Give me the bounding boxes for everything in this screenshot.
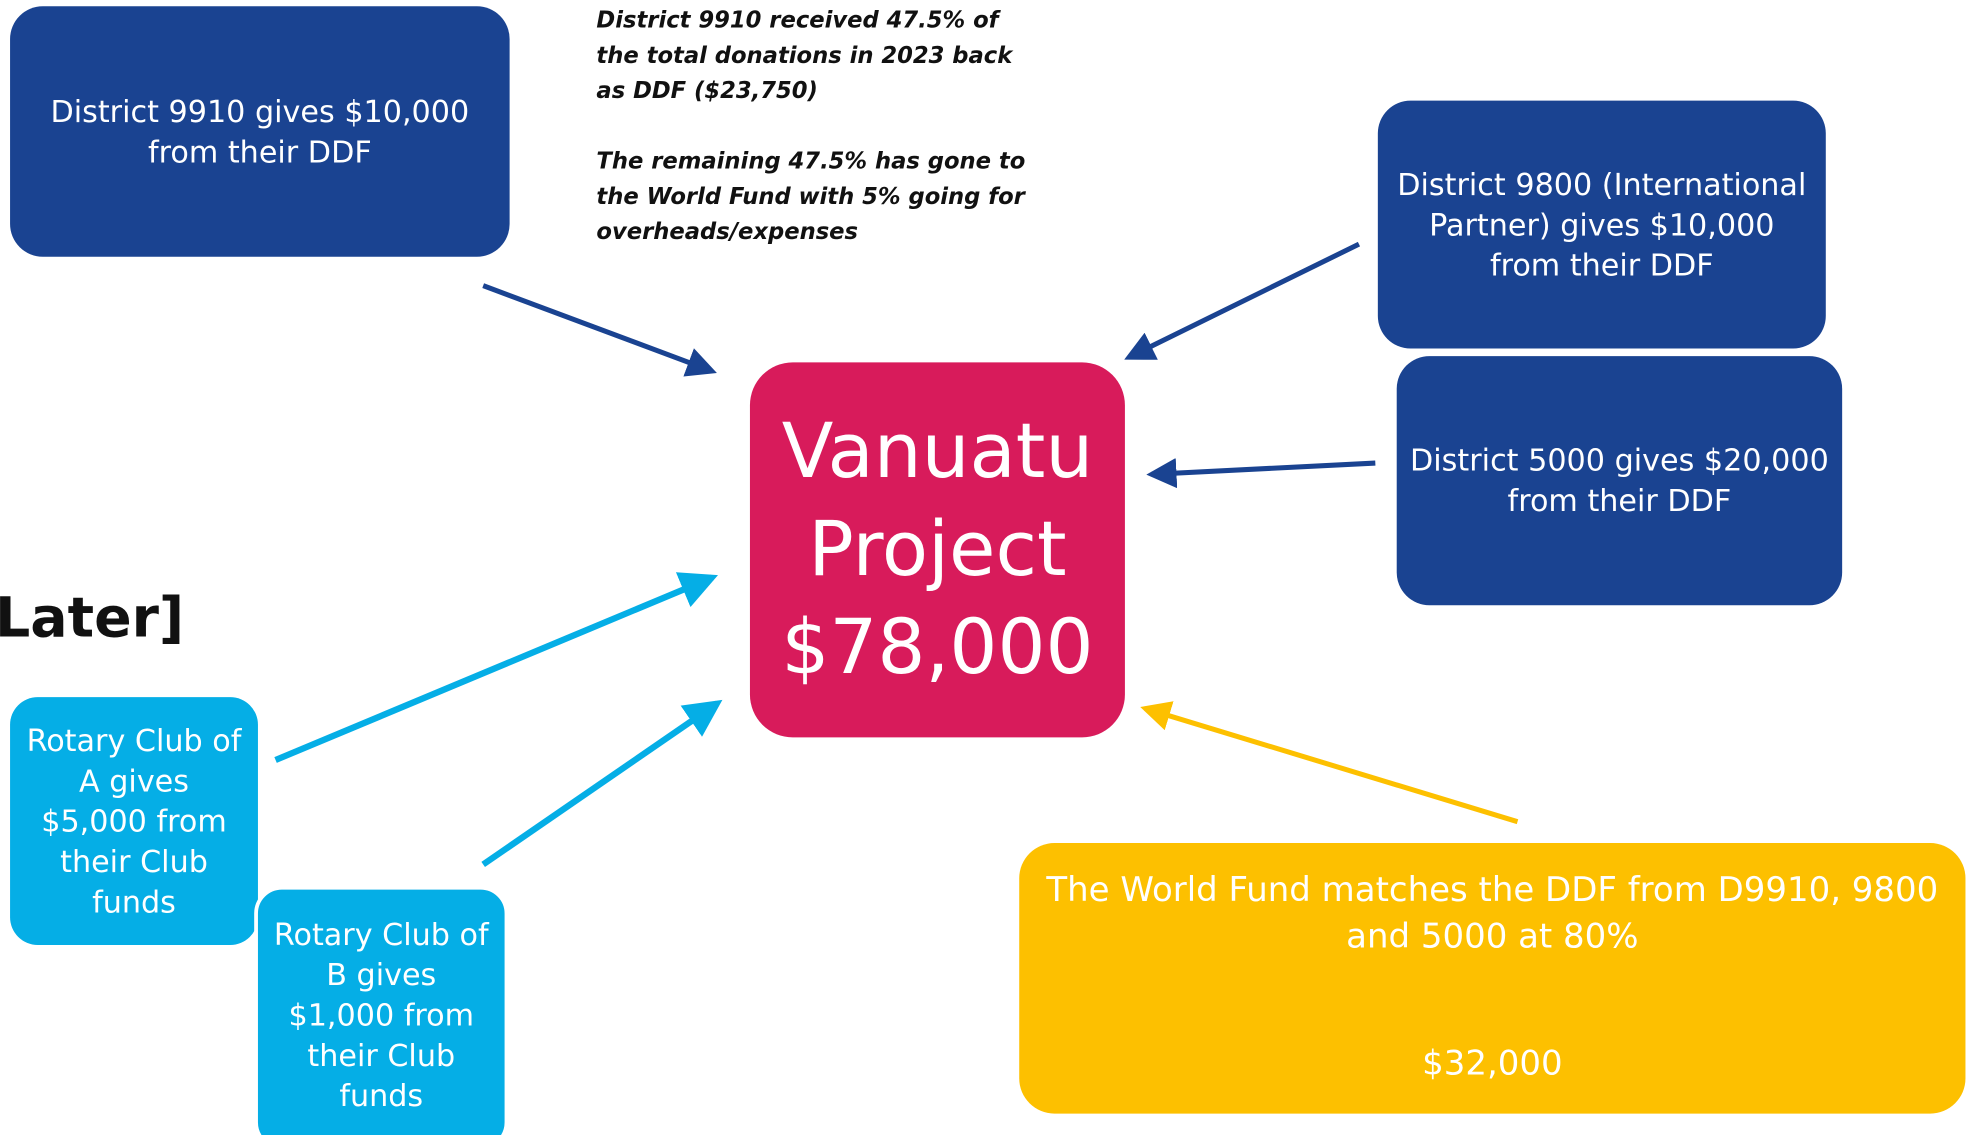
arrow <box>1140 701 1519 825</box>
box-text: from their DDF <box>1507 483 1732 519</box>
box-text: District 5000 gives $20,000 <box>1410 442 1829 479</box>
box-text: funds <box>339 1078 424 1114</box>
arrow <box>274 572 719 763</box>
note-text: as DDF ($23,750) <box>596 78 818 105</box>
district-9800-box: District 9800 (International Partner) gi… <box>1377 100 1826 349</box>
club-a-box: Rotary Club of A gives $5,000 from their… <box>10 697 258 945</box>
box-text: their Club <box>60 843 208 879</box>
box-text: $5,000 from <box>41 803 227 839</box>
arrow <box>482 283 717 377</box>
box-text: funds <box>92 883 176 920</box>
note: District 9910 received 47.5% of the tota… <box>596 4 1025 251</box>
project-text: Project <box>808 505 1067 594</box>
note-text: the World Fund with 5% going for <box>596 183 1025 211</box>
box-text: and 5000 at 80% <box>1346 917 1639 957</box>
note-text: The remaining 47.5% has gone to <box>596 148 1026 175</box>
world-fund-box: The World Fund matches the DDF from D991… <box>1019 843 1966 1114</box>
project-text: $78,000 <box>781 603 1094 693</box>
note-text: District 9910 received 47.5% of <box>596 7 999 34</box>
box-text: from their DDF <box>1489 247 1714 283</box>
project-text: Vanuatu <box>781 407 1094 496</box>
note-text: overheads/expenses <box>596 218 859 246</box>
box-text: $1,000 from <box>288 997 475 1034</box>
box-text: District 9800 (International <box>1397 166 1807 202</box>
box-amount: $32,000 <box>1422 1044 1563 1084</box>
box-text: A gives <box>78 763 190 799</box>
club-b-box: Rotary Club of B gives $1,000 from their… <box>254 885 509 1135</box>
box-text: Partner) gives $10,000 <box>1429 206 1775 243</box>
spacer <box>596 109 1025 144</box>
box-text: B gives <box>326 957 437 993</box>
district-5000-box: District 5000 gives $20,000 from their D… <box>1396 356 1843 606</box>
box-text: District 9910 gives $10,000 <box>50 94 470 130</box>
heading: Later] <box>0 586 185 651</box>
box-text: Rotary Club of <box>273 917 489 953</box>
note-text: the total donations in 2023 back <box>596 42 1013 70</box>
project-box: Vanuatu Project $78,000 <box>749 362 1125 738</box>
district-9910-box: District 9910 gives $10,000 from their D… <box>10 6 510 257</box>
arrow <box>1146 458 1376 489</box>
arrow <box>481 699 723 868</box>
box-text: Rotary Club of <box>26 722 242 759</box>
box-text: The World Fund matches the DDF from D991… <box>1046 870 1939 910</box>
arrow <box>1124 241 1361 360</box>
box-text: from their DDF <box>147 134 372 170</box>
box-text: their Club <box>307 1038 456 1074</box>
